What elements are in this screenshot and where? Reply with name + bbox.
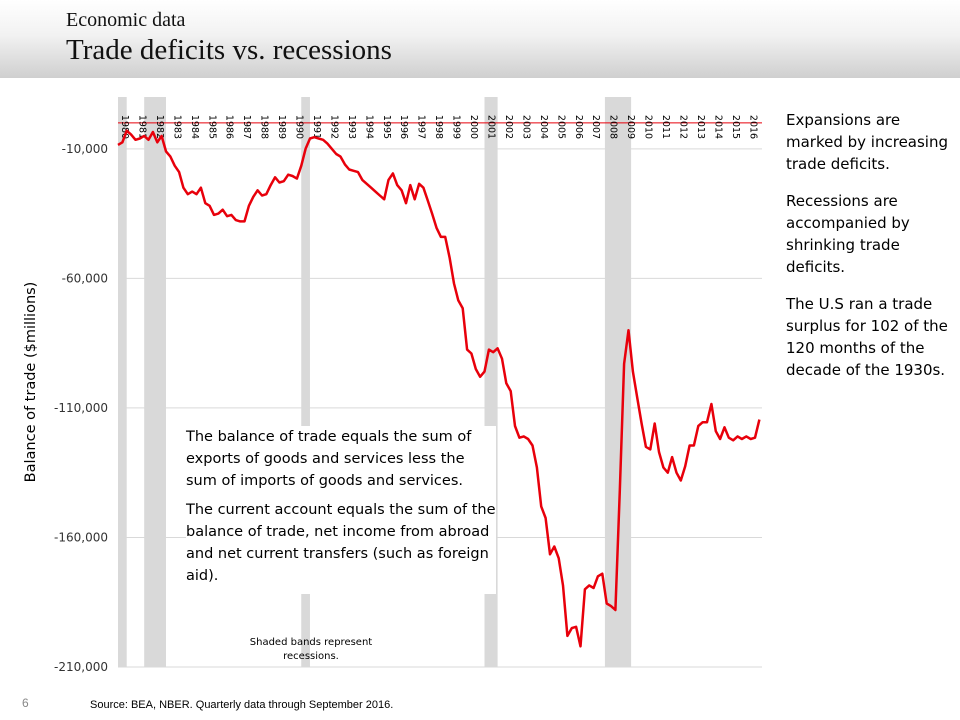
x-tick-label: 1997: [416, 115, 427, 139]
recession-band: [118, 97, 127, 667]
current-account-definition: The current account equals the sum of th…: [186, 502, 496, 584]
y-tick-label: -160,000: [54, 530, 108, 544]
x-tick-label: 1992: [328, 115, 339, 139]
commentary-expansions: Expansions are marked by increasing trad…: [786, 111, 948, 173]
source-note: Source: BEA, NBER. Quarterly data throug…: [90, 699, 394, 711]
x-tick-label: 1994: [363, 115, 374, 139]
y-tick-label: -10,000: [62, 142, 108, 156]
x-tick-label: 1989: [276, 115, 287, 139]
x-tick-label: 2003: [520, 115, 531, 139]
x-tick-label: 2013: [695, 115, 706, 139]
shading-note: Shaded bands represent recessions.: [249, 637, 373, 662]
x-tick-label: 2015: [730, 115, 741, 139]
trade-balance-series-line: [117, 129, 761, 648]
x-tick-label: 2005: [555, 115, 566, 139]
x-tick-label: 1988: [259, 115, 270, 139]
y-axis-title: Balance of trade ($millions): [23, 282, 39, 483]
x-tick-label: 1984: [189, 115, 200, 139]
x-tick-label: 1998: [433, 115, 444, 139]
recession-band: [301, 97, 310, 667]
title-banner: Economic data Trade deficits vs. recessi…: [0, 0, 960, 78]
x-tick-label: 2002: [503, 115, 514, 139]
x-tick-label: 2000: [468, 115, 479, 139]
y-tick-label: -60,000: [62, 271, 108, 285]
slide-title: Trade deficits vs. recessions: [66, 34, 392, 66]
y-tick-label: -210,000: [54, 660, 108, 674]
commentary-1930s: The U.S ran a trade surplus for 102 of t…: [786, 295, 948, 379]
x-tick-label: 1999: [451, 115, 462, 139]
x-tick-label: 1983: [171, 115, 182, 139]
x-tick-label: 1990: [294, 115, 305, 139]
x-tick-label: 2011: [660, 115, 671, 139]
x-tick-label: 1993: [346, 115, 357, 139]
x-tick-label: 2016: [747, 115, 758, 139]
commentary-sidebar: Expansions are marked by increasing trad…: [786, 109, 950, 396]
x-tick-label: 2001: [486, 115, 497, 139]
x-tick-label: 1982: [154, 115, 165, 139]
slide-kicker: Economic data: [66, 9, 186, 31]
definitions-box: The balance of trade equals the sum of e…: [186, 426, 496, 594]
y-tick-label: -110,000: [54, 401, 108, 415]
x-tick-label: 1996: [398, 115, 409, 139]
page-number: 6: [22, 696, 29, 710]
x-tick-label: 2004: [538, 115, 549, 139]
x-tick-label: 1981: [136, 115, 147, 139]
x-tick-label: 2009: [625, 115, 636, 139]
x-tick-label: 1985: [206, 115, 217, 139]
x-tick-label: 2006: [573, 115, 584, 139]
recession-band: [604, 97, 632, 667]
x-tick-label: 2012: [677, 115, 688, 139]
recession-band: [144, 97, 166, 667]
balance-of-trade-definition: The balance of trade equals the sum of e…: [186, 429, 472, 489]
x-tick-label: 1986: [224, 115, 235, 139]
x-tick-label: 2014: [712, 115, 723, 139]
x-tick-label: 2010: [643, 115, 654, 139]
x-tick-label: 1987: [241, 115, 252, 139]
x-tick-label: 1980: [119, 115, 130, 139]
x-tick-label: 1995: [381, 115, 392, 139]
x-tick-label: 2008: [608, 115, 619, 139]
commentary-recessions: Recessions are accompanied by shrinking …: [786, 192, 910, 276]
x-tick-label: 2007: [590, 115, 601, 139]
x-tick-label: 1991: [311, 115, 322, 139]
